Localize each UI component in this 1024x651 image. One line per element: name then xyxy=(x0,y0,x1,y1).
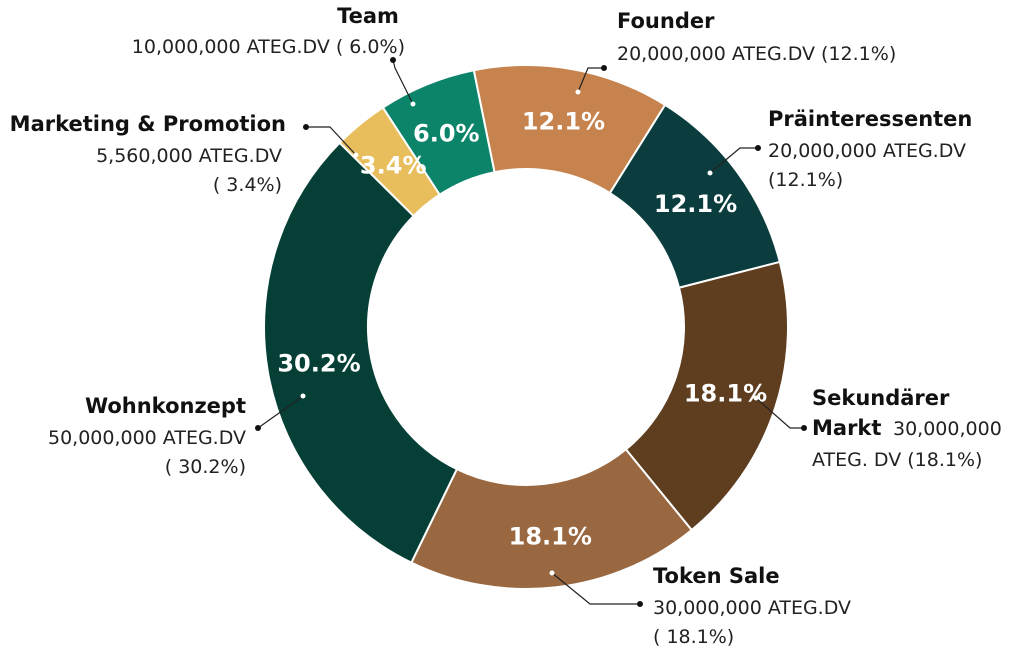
label-marketing-promotion: Marketing & Promotion 5,560,000 ATEG.DV … xyxy=(10,112,286,196)
label-marketing-percent: ( 3.4%) xyxy=(213,174,282,196)
label-wohnkonzept-percent: ( 30.2%) xyxy=(165,456,246,478)
label-token-sale-percent: ( 18.1%) xyxy=(653,626,734,648)
label-sekundaerer-name: Sekundärer xyxy=(812,386,950,410)
label-founder: Founder 20,000,000 ATEG.DV (12.1%) xyxy=(617,9,896,65)
label-sekundaerer-markt: Sekundärer Markt 30,000,000 ATEG. DV (18… xyxy=(812,386,1002,471)
label-sekundaerer-amount: 30,000,000 xyxy=(893,418,1002,440)
percent-label-marketing-promotion: 3.4% xyxy=(360,151,427,179)
leader-line-wohnkonzept xyxy=(257,395,304,429)
percent-label-token-sale: 18.1% xyxy=(509,523,592,551)
label-marketing-name: Marketing & Promotion xyxy=(10,112,286,136)
leader-dot-marketing-promotion xyxy=(303,124,309,130)
label-token-sale: Token Sale 30,000,000 ATEG.DV ( 18.1%) xyxy=(653,564,851,648)
label-team-amount: 10,000,000 ATEG.DV ( 6.0%) xyxy=(132,36,405,58)
leader-lines xyxy=(255,57,807,607)
label-praeinteressenten-amount: 20,000,000 ATEG.DV xyxy=(768,140,966,162)
label-sekundaerer-percent: ATEG. DV (18.1%) xyxy=(812,449,982,471)
slice-sekundaerer-markt xyxy=(624,260,789,532)
label-praeinteressenten-percent: (12.1%) xyxy=(768,169,843,191)
percent-label-founder: 12.1% xyxy=(522,107,605,135)
label-team-name: Team xyxy=(337,4,399,28)
leader-anchor-team xyxy=(410,101,416,107)
leader-dot-wohnkonzept xyxy=(255,425,261,431)
label-wohnkonzept-amount: 50,000,000 ATEG.DV xyxy=(48,427,246,449)
leader-anchor-founder xyxy=(575,89,581,95)
label-praeinteressenten-name: Präinteressenten xyxy=(768,107,972,131)
percent-labels: 12.1% 12.1% 18.1% 18.1% 30.2% 3.4% 6.0% xyxy=(277,107,767,550)
leader-line-sekundaerer-markt xyxy=(755,397,804,429)
leader-dot-token-sale xyxy=(637,601,643,607)
leader-anchor-token-sale xyxy=(549,570,555,576)
leader-dot-team xyxy=(390,57,396,63)
percent-label-team: 6.0% xyxy=(413,120,480,148)
leader-anchor-praeinteressenten xyxy=(707,170,713,176)
label-wohnkonzept: Wohnkonzept 50,000,000 ATEG.DV ( 30.2%) xyxy=(48,394,246,478)
label-token-sale-name: Token Sale xyxy=(653,564,780,588)
leader-line-token-sale xyxy=(551,572,640,605)
leader-line-praeinteressenten xyxy=(709,147,758,174)
label-token-sale-amount: 30,000,000 ATEG.DV xyxy=(653,597,851,619)
percent-label-praeinteressenten: 12.1% xyxy=(654,190,737,218)
leader-dot-founder xyxy=(601,65,607,71)
leader-line-marketing-promotion xyxy=(306,126,357,156)
slice-token-sale xyxy=(410,447,694,590)
leader-anchor-sekundaerer-markt xyxy=(753,395,759,401)
label-team: Team 10,000,000 ATEG.DV ( 6.0%) xyxy=(132,4,405,58)
leader-anchor-marketing-promotion xyxy=(353,152,359,158)
leader-dot-sekundaerer-markt xyxy=(801,425,807,431)
label-founder-name: Founder xyxy=(617,9,715,33)
leader-line-founder xyxy=(577,67,604,93)
label-praeinteressenten: Präinteressenten 20,000,000 ATEG.DV (12.… xyxy=(768,107,972,191)
label-marketing-amount: 5,560,000 ATEG.DV xyxy=(96,145,282,167)
slice-wohnkonzept xyxy=(263,141,459,564)
leader-dot-praeinteressenten xyxy=(755,145,761,151)
percent-label-sekundaerer-markt: 18.1% xyxy=(684,380,767,408)
leader-anchor-wohnkonzept xyxy=(300,393,306,399)
label-sekundaerer-name-2: Markt xyxy=(812,416,881,440)
label-wohnkonzept-name: Wohnkonzept xyxy=(85,394,246,418)
donut-slices xyxy=(263,64,789,590)
percent-label-wohnkonzept: 30.2% xyxy=(277,349,360,377)
label-founder-amount: 20,000,000 ATEG.DV (12.1%) xyxy=(617,43,896,65)
